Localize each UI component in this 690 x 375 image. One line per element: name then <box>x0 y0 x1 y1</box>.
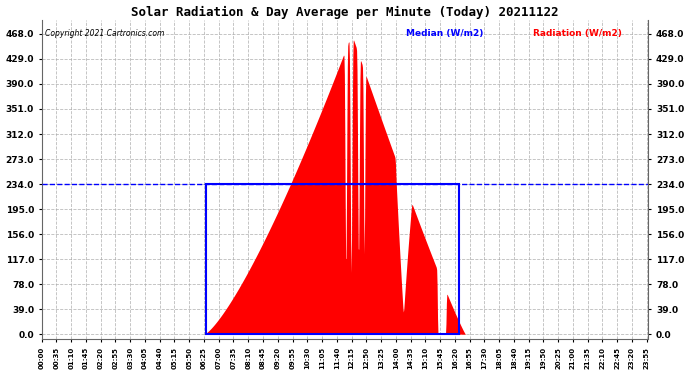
Text: Radiation (W/m2): Radiation (W/m2) <box>533 29 622 38</box>
Text: Copyright 2021 Cartronics.com: Copyright 2021 Cartronics.com <box>45 29 164 38</box>
Text: Median (W/m2): Median (W/m2) <box>406 29 483 38</box>
Title: Solar Radiation & Day Average per Minute (Today) 20211122: Solar Radiation & Day Average per Minute… <box>131 6 559 19</box>
Bar <box>206 184 459 334</box>
